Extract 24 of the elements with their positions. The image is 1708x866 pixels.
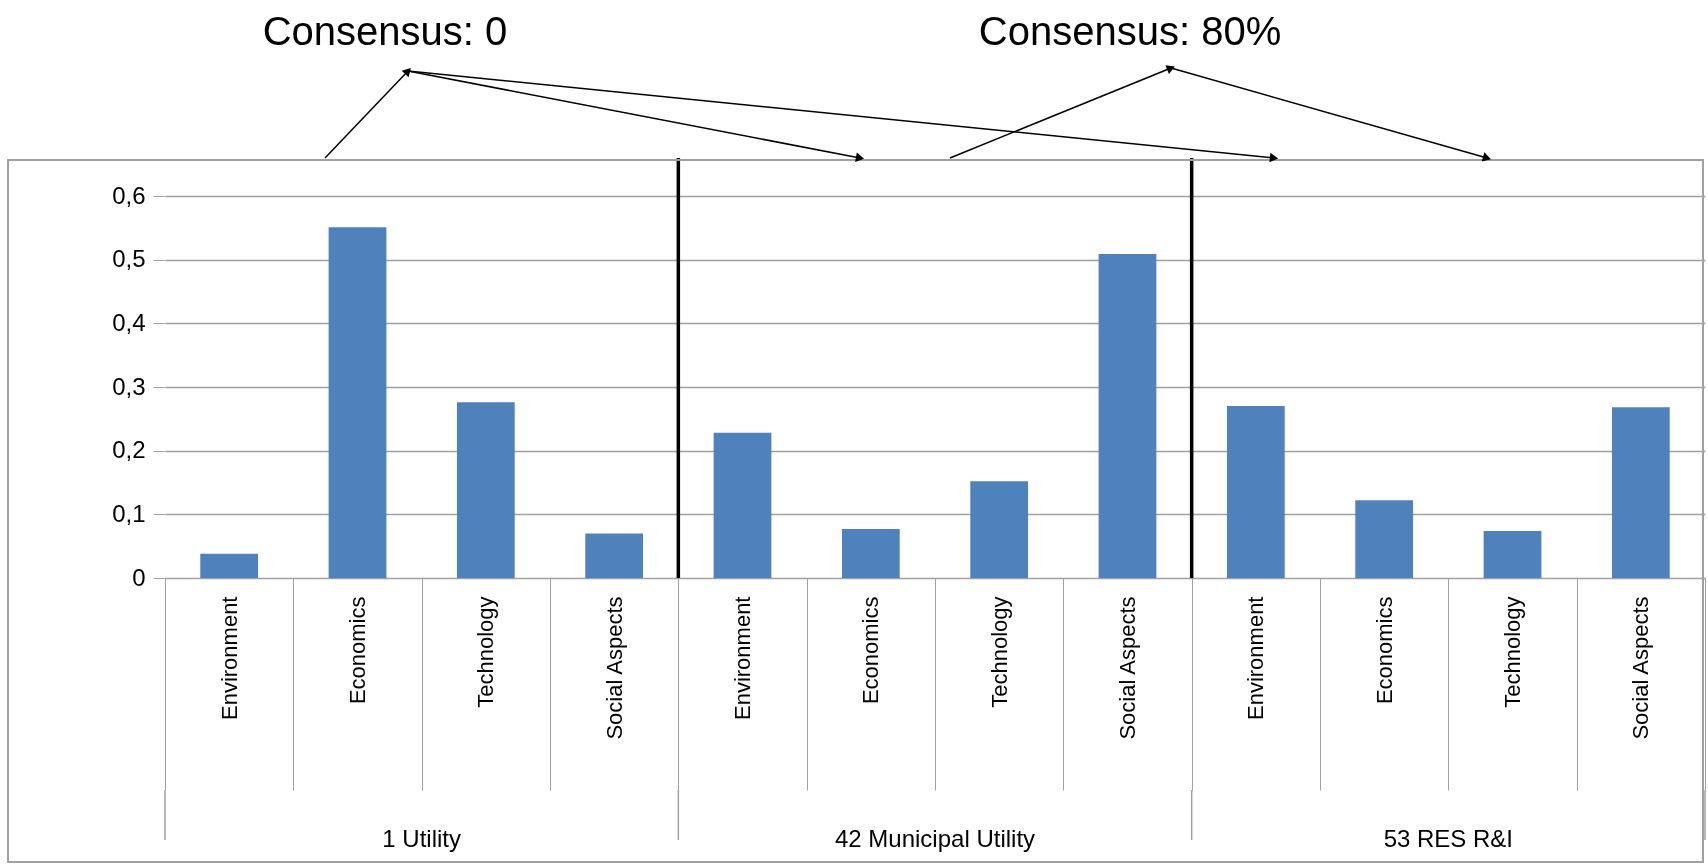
x-tick-label: Economics [1371,596,1397,705]
x-tick-label: Economics [345,596,370,705]
text: 42 Municipal Utility [834,825,1036,852]
text: 53 RES R&I [1383,825,1514,852]
x-tick-label: Technology [986,596,1012,708]
y-tick-label: 0 [132,563,146,591]
y-tick-label: 0,3 [112,372,146,400]
x-tick-label: Environment [216,596,242,721]
x-tick-label: Social Aspects [1628,596,1654,740]
y-tick-label: 0,4 [112,308,146,336]
x-tick-label: Economics [858,596,884,705]
y-tick-label: 0,2 [112,436,146,464]
x-tick-label: Technology [1500,596,1525,708]
y-tick-label: 0,6 [112,181,146,209]
x-tick-label: Environment [730,596,755,721]
text: Consensus: 0 [262,9,508,53]
x-tick-label: Social Aspects [1115,596,1140,740]
text: Consensus: 80% [978,9,1282,53]
x-tick-label: Social Aspects [601,596,627,740]
text: 1 Utility [382,825,462,852]
y-tick-label: 0,5 [112,245,146,273]
x-tick-label: Technology [473,596,499,708]
y-tick-label: 0,1 [112,499,146,527]
x-tick-label: Environment [1243,596,1269,721]
